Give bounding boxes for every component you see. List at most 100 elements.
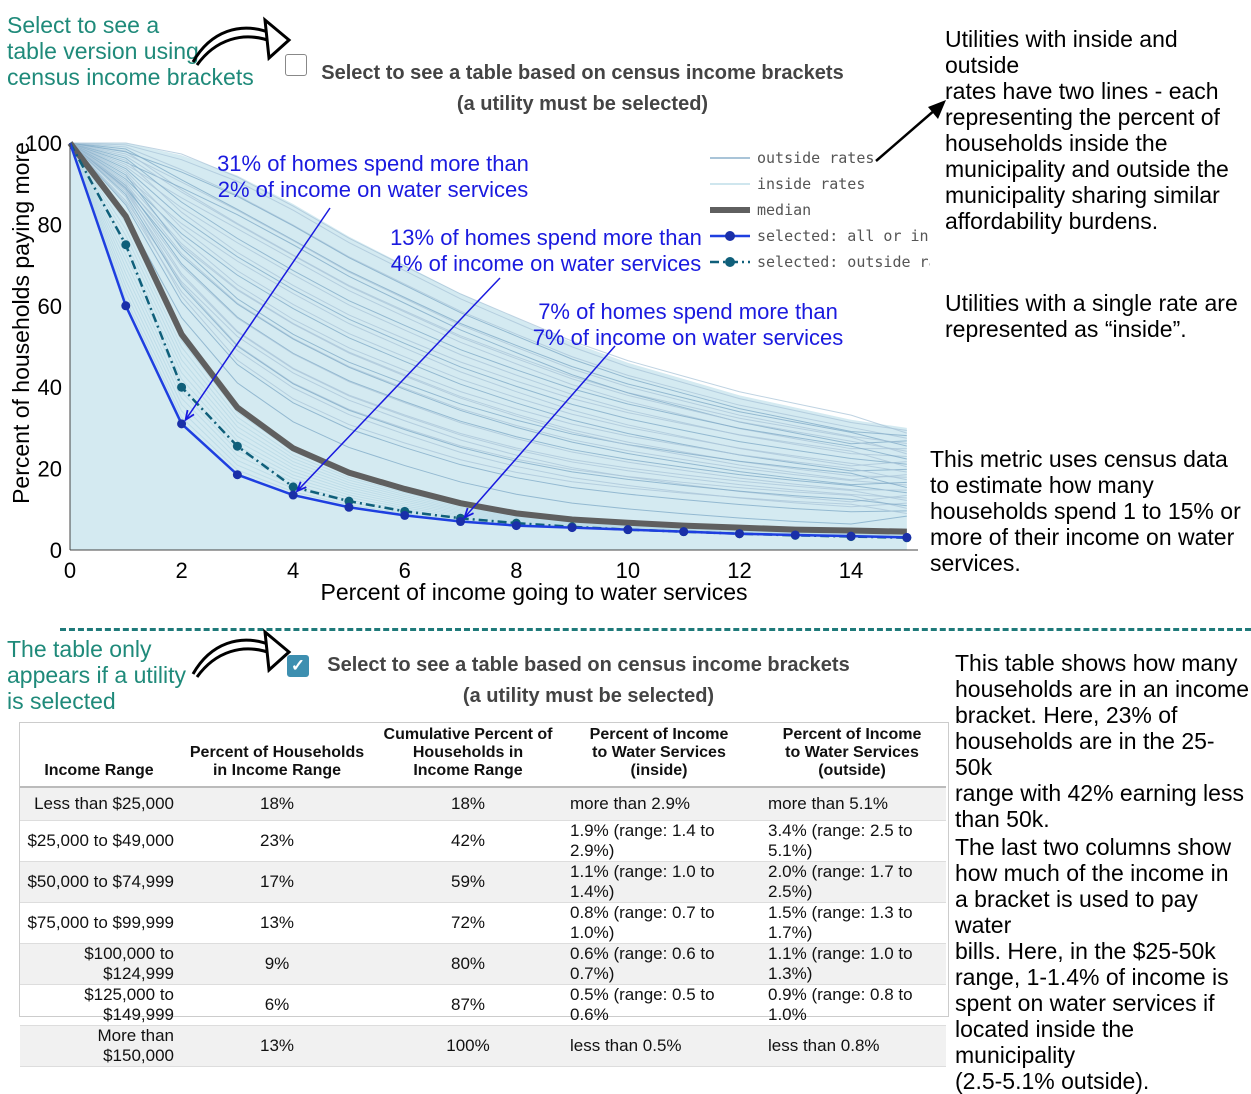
y-tick-label: 80 [38,212,62,237]
header-line: (outside) [818,762,886,779]
outside-rate-line [69,142,907,491]
cell-percent: 13% [178,902,376,944]
y-tick-label: 100 [25,131,62,156]
outside-rate-line [69,142,907,455]
note-line: spent on water services if [955,990,1215,1016]
x-tick-label: 0 [64,558,76,583]
cell-percent: 9% [178,943,376,985]
selected-inside-point [344,502,354,512]
note-line: Utilities with a single rate are [945,290,1238,316]
cell-income-range: $125,000 to $149,999 [20,984,178,1026]
annotation-arrow [463,345,616,519]
note-line: households inside the [945,130,1168,156]
header-line: Income Range [413,762,523,779]
outside-rate-line [69,142,907,513]
outside-rate-line [69,142,907,494]
right-note-last-columns: The last two columns show how much of th… [955,834,1251,1094]
table-row: $100,000 to $124,999 9% 80% 0.6% (range:… [20,943,946,985]
outside-rate-line [69,142,907,468]
outside-rate-line [69,142,907,486]
header-income-range: Income Range [20,722,178,788]
selected-inside-line [68,142,907,539]
legend-entry: selected: outside rates [757,253,930,271]
note-line: affordability burdens. [945,208,1159,234]
table-row: $50,000 to $74,999 17% 59% 1.1% (range: … [20,861,946,903]
note-line: municipality and outside the [945,156,1229,182]
top-curved-arrow-icon [191,16,292,66]
selected-outside-point [288,482,298,492]
cell-cumulative: 18% [376,787,560,821]
bottom-note-line: The table only [7,636,152,662]
cell-outside: more than 5.1% [758,787,946,821]
annotation-text: 4% of income on water services [391,251,702,276]
right-note-census-metric: This metric uses census data to estimate… [930,446,1241,576]
cell-percent: 13% [178,1025,376,1067]
header-line: to Water Services [592,744,726,761]
legend-entry: selected: all or inside rate [757,227,930,245]
note-line: than 50k. [955,806,1050,832]
annotation-text: 13% of homes spend more than [390,225,702,250]
header-line: Percent of Households [189,744,365,761]
x-tick-label: 14 [839,558,863,583]
header-line: to Water Services [785,744,919,761]
annotation-text: 7% of income on water services [533,325,844,350]
section-divider [60,628,1251,631]
cell-inside: 1.1% (range: 1.0 to 1.4%) [560,861,758,903]
outside-rate-line [69,142,907,457]
cell-percent: 23% [178,820,376,862]
selected-outside-point [121,240,131,250]
cell-outside: 0.9% (range: 0.8 to 1.0% [758,984,946,1026]
note-line: located inside the municipality [955,1016,1135,1068]
cell-cumulative: 42% [376,820,560,862]
selected-inside-point [679,527,689,537]
bottom-note: The table only appears if a utility is s… [7,636,186,714]
selected-inside-point [623,525,633,535]
table-header-row: Income Range Percent of Households in In… [20,722,946,788]
outside-rate-line [69,142,907,460]
outside-rate-line [69,142,907,515]
header-line: in Income Range [212,762,342,779]
note-line: households are in an income [955,676,1250,702]
top-note-line: table version using [7,38,199,64]
top-census-table-checkbox[interactable] [285,54,307,76]
cell-inside: 0.5% (range: 0.5 to 0.6% [560,984,758,1026]
cell-inside: less than 0.5% [560,1025,758,1067]
x-tick-label: 12 [727,558,751,583]
top-note-line: census income brackets [7,64,254,90]
note-line: range with 42% earning less [955,780,1244,806]
selected-inside-point [734,529,744,539]
bottom-note-line: appears if a utility [7,662,186,688]
legend-entry: median [757,201,811,219]
header-cumulative-percent: Cumulative Percent of Households in Inco… [376,722,560,788]
note-line: how much of the income in [955,860,1229,886]
cell-inside: 0.8% (range: 0.7 to 1.0%) [560,902,758,944]
bottom-census-table-checkbox[interactable]: ✓ [287,655,309,677]
top-checkbox-label-line1: Select to see a table based on census in… [321,62,844,84]
top-checkbox-label-line2: (a utility must be selected) [456,93,709,115]
table-row: Less than $25,000 18% 18% more than 2.9%… [20,787,946,821]
outside-rate-line [69,142,907,450]
outside-rate-line [69,142,907,499]
cell-outside: 1.5% (range: 1.3 to 1.7%) [758,902,946,944]
right-note-single-rate: Utilities with a single rate are represe… [945,290,1238,342]
bottom-note-line: is selected [7,688,116,714]
cell-cumulative: 100% [376,1025,560,1067]
table-row: $25,000 to $49,000 23% 42% 1.9% (range: … [20,820,946,862]
note-line: Utilities with inside and outside [945,26,1178,78]
legend-selected-marker [725,231,735,241]
selected-inside-point [232,470,242,480]
bottom-checkbox-label[interactable]: Select to see a table based on census in… [306,650,871,712]
outside-rate-line [69,142,907,503]
legend-pointer-arrow-icon [875,100,946,162]
note-line: (2.5-5.1% outside). [955,1068,1150,1094]
median-line [67,141,907,535]
outside-rate-line [69,142,907,439]
header-income-inside: Percent of Income to Water Services (ins… [560,722,758,788]
x-tick-label: 10 [616,558,640,583]
cell-income-range: $25,000 to $49,000 [20,820,178,862]
cell-income-range: More than $150,000 [20,1025,178,1067]
top-checkbox-label[interactable]: Select to see a table based on census in… [300,58,865,120]
note-line: services. [930,550,1021,576]
outside-rate-line [69,142,907,473]
outside-rate-line [69,142,907,508]
